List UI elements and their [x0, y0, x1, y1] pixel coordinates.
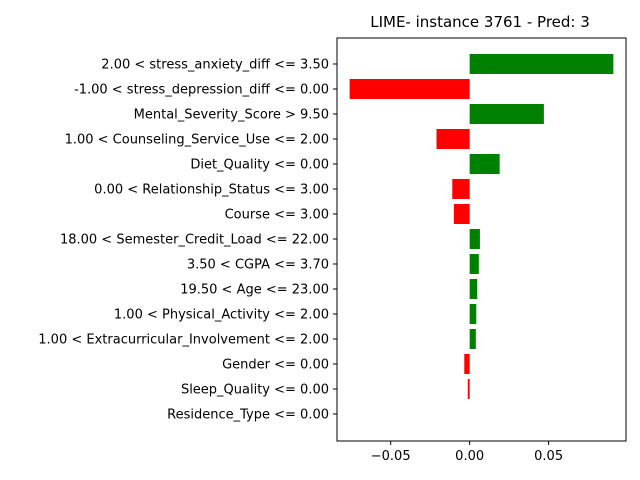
chart-title: LIME- instance 3761 - Pred: 3 — [370, 13, 590, 31]
y-tick-label-12: Gender <= 0.00 — [222, 358, 329, 373]
bar-12 — [464, 354, 470, 374]
y-tick-label-7: 18.00 < Semester_Credit_Load <= 22.00 — [60, 233, 329, 248]
x-ticks: −0.05 0.00 0.05 — [371, 441, 563, 464]
x-tick-label-2: 0.05 — [534, 449, 563, 464]
bar-10 — [469, 304, 477, 324]
y-tick-label-0: 2.00 < stress_anxiety_diff <= 3.50 — [101, 58, 329, 73]
y-tick-label-10: 1.00 < Physical_Activity <= 2.00 — [114, 308, 329, 323]
y-tick-label-1: -1.00 < stress_depression_diff <= 0.00 — [74, 83, 329, 98]
bar-2 — [469, 104, 544, 124]
bar-11 — [469, 329, 476, 349]
y-tick-label-11: 1.00 < Extracurricular_Involvement <= 2.… — [38, 333, 329, 348]
y-tick-label-13: Sleep_Quality <= 0.00 — [181, 383, 329, 398]
bar-1 — [349, 79, 470, 99]
y-tick-label-6: Course <= 3.00 — [225, 208, 329, 223]
bar-6 — [453, 204, 470, 224]
bar-7 — [469, 229, 480, 249]
y-tick-label-8: 3.50 < CGPA <= 3.70 — [187, 258, 329, 273]
bar-3 — [436, 129, 470, 149]
x-tick-label-0: −0.05 — [371, 449, 411, 464]
bar-9 — [469, 279, 478, 299]
y-tick-label-2: Mental_Severity_Score > 9.50 — [134, 108, 329, 123]
y-tick-labels: 2.00 < stress_anxiety_diff <= 3.50 -1.00 … — [38, 58, 337, 423]
y-tick-label-4: Diet_Quality <= 0.00 — [190, 158, 329, 173]
y-tick-label-5: 0.00 < Relationship_Status <= 3.00 — [94, 183, 329, 198]
bars-group — [349, 54, 614, 399]
y-tick-label-9: 19.50 < Age <= 23.00 — [180, 283, 329, 298]
bar-8 — [469, 254, 479, 274]
y-tick-label-3: 1.00 < Counseling_Service_Use <= 2.00 — [65, 133, 329, 148]
bar-5 — [452, 179, 470, 199]
x-tick-label-1: 0.00 — [455, 449, 484, 464]
bar-4 — [469, 154, 500, 174]
bar-0 — [469, 54, 614, 74]
bar-13 — [467, 379, 470, 399]
y-tick-label-14: Residence_Type <= 0.00 — [167, 408, 329, 423]
